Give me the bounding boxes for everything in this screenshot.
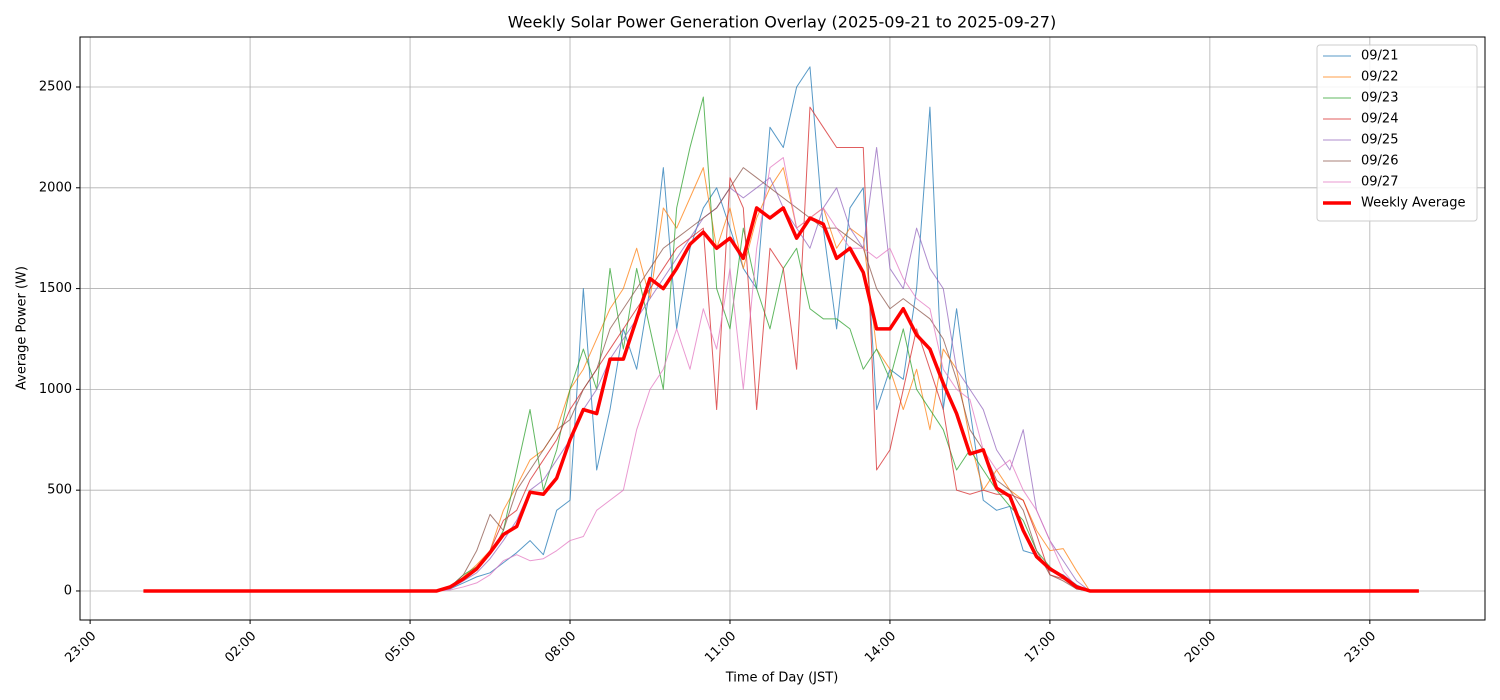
legend-label: 09/24	[1361, 112, 1398, 127]
y-tick-label: 500	[47, 483, 72, 498]
y-tick-label: 2000	[39, 180, 72, 195]
legend-label: 09/26	[1361, 154, 1398, 169]
y-tick-label: 1000	[39, 382, 72, 397]
y-tick-label: 0	[64, 583, 72, 598]
series-line	[143, 157, 1419, 592]
legend: 09/21 09/22 09/23 09/24 09/25 09/26 09/27 Weekl…	[1316, 44, 1478, 222]
legend-label: 09/22	[1361, 70, 1398, 85]
y-tick-label: 1500	[39, 281, 72, 296]
chart-title: Weekly Solar Power Generation Overlay (2…	[508, 13, 1056, 32]
x-axis-label: Time of Day (JST)	[725, 671, 839, 686]
legend-box	[1316, 44, 1478, 222]
legend-label: 09/23	[1361, 91, 1398, 106]
series-line	[143, 206, 1419, 593]
legend-label: 09/25	[1361, 133, 1398, 148]
series-line	[143, 96, 1419, 592]
y-tick-label: 2500	[39, 79, 72, 94]
legend-label: 09/27	[1361, 175, 1398, 190]
legend-label: 09/21	[1361, 49, 1398, 64]
y-axis-label: Average Power (W)	[15, 266, 30, 390]
legend-label: Weekly Average	[1361, 196, 1465, 211]
plot-frame	[79, 36, 1486, 621]
series-line	[143, 106, 1419, 592]
